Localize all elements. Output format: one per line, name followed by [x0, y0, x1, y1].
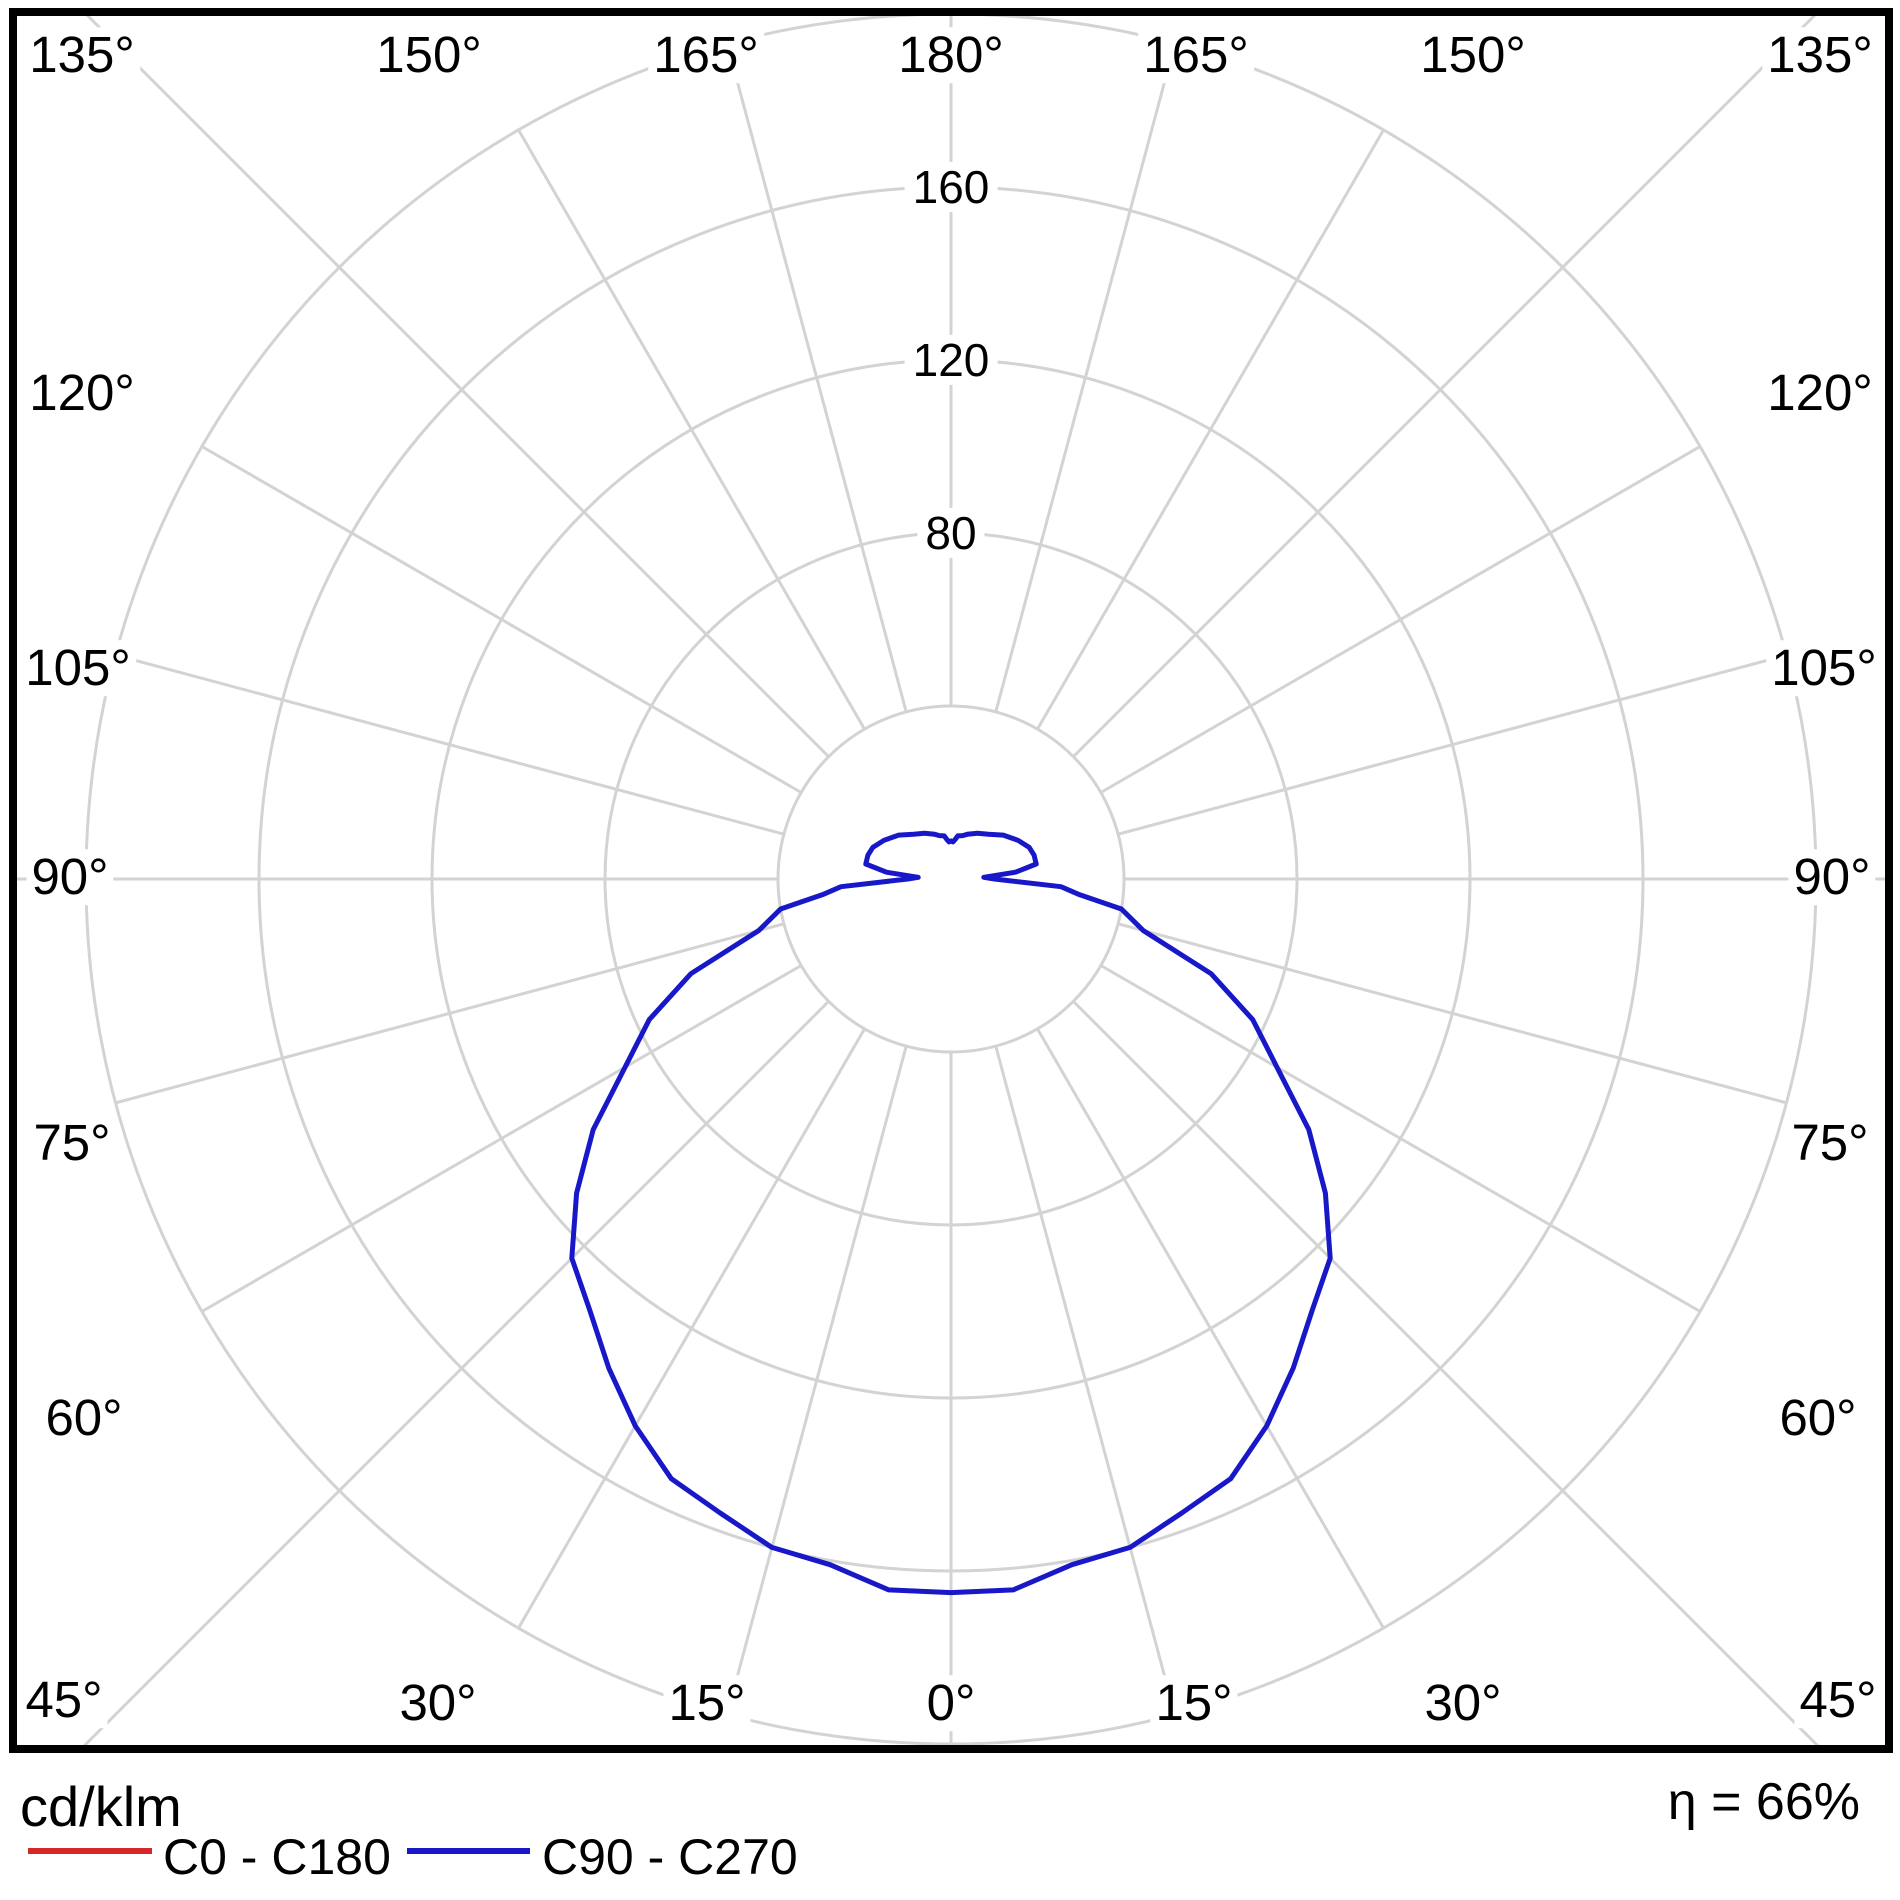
gamma-label-0: 0° [921, 1675, 981, 1731]
legend-swatch-c90-c270 [407, 1848, 530, 1854]
legend-label-c90-c270: C90 - C270 [542, 1829, 798, 1885]
gamma-label-105: 105° [20, 640, 136, 696]
gamma-label-90: 90° [1788, 849, 1876, 905]
gamma-label-30: 30° [1419, 1675, 1507, 1731]
grid-spoke-330 [517, 1028, 866, 1629]
grid-spoke-240 [201, 445, 802, 794]
gamma-label-60: 60° [40, 1390, 128, 1446]
gamma-label-120: 120° [24, 365, 140, 421]
gamma-label-105: 105° [1766, 640, 1882, 696]
legend-label-c0-c180: C0 - C180 [163, 1829, 391, 1885]
grid-spoke-45 [1072, 1000, 1820, 1745]
grid-spoke-210 [517, 129, 866, 730]
grid-spoke-315 [82, 1000, 830, 1745]
grid-spoke-150 [1036, 129, 1385, 730]
gamma-label-45: 45° [20, 1672, 108, 1728]
grid-spoke-255 [115, 653, 785, 836]
legend-swatch-c0-c180 [28, 1848, 152, 1854]
gamma-label-150: 150° [1415, 27, 1531, 83]
gamma-label-135: 135° [1762, 27, 1878, 83]
grid-spoke-345 [725, 1045, 908, 1715]
axis-labels-layer: 135° 150° 165° 180° 165° 150° 135° 120° 105° 90° 7… [20, 27, 1882, 1731]
gamma-label-90: 90° [26, 849, 114, 905]
gamma-label-15: 15° [663, 1675, 751, 1731]
ring-label-120: 120 [904, 334, 998, 386]
gamma-label-15: 15° [1150, 1675, 1238, 1731]
units-label: cd/klm [20, 1775, 182, 1838]
gamma-label-75: 75° [28, 1115, 116, 1171]
gamma-label-150: 150° [371, 27, 487, 83]
gamma-label-165: 165° [648, 27, 764, 83]
grid-spoke-135 [1072, 16, 1817, 758]
c90-c270-curve [569, 830, 1333, 1596]
grid-spoke-225 [85, 16, 830, 758]
efficiency-label: η = 66% [1667, 1773, 1860, 1831]
grid-spoke-75 [1117, 922, 1787, 1105]
gamma-label-45: 45° [1794, 1672, 1882, 1728]
gamma-label-135: 135° [24, 27, 140, 83]
ring-label-80: 80 [917, 507, 985, 559]
grid-spoke-60 [1100, 964, 1701, 1313]
gamma-label-180: 180° [893, 27, 1009, 83]
plot-border [9, 8, 1893, 1753]
ring-label-160: 160 [904, 161, 998, 213]
gamma-label-165: 165° [1138, 27, 1254, 83]
gamma-label-75: 75° [1786, 1115, 1874, 1171]
grid-spoke-165 [994, 43, 1177, 713]
grid-spoke-105 [1117, 653, 1787, 836]
grid-spoke-30 [1036, 1028, 1385, 1629]
gamma-label-30: 30° [394, 1675, 482, 1731]
grid-spoke-15 [994, 1045, 1177, 1715]
grid-spoke-195 [725, 43, 908, 713]
grid-spoke-300 [201, 964, 802, 1313]
grid-spoke-120 [1100, 445, 1701, 794]
gamma-label-120: 120° [1762, 365, 1878, 421]
grid-spoke-285 [115, 922, 785, 1105]
gamma-label-60: 60° [1774, 1390, 1862, 1446]
